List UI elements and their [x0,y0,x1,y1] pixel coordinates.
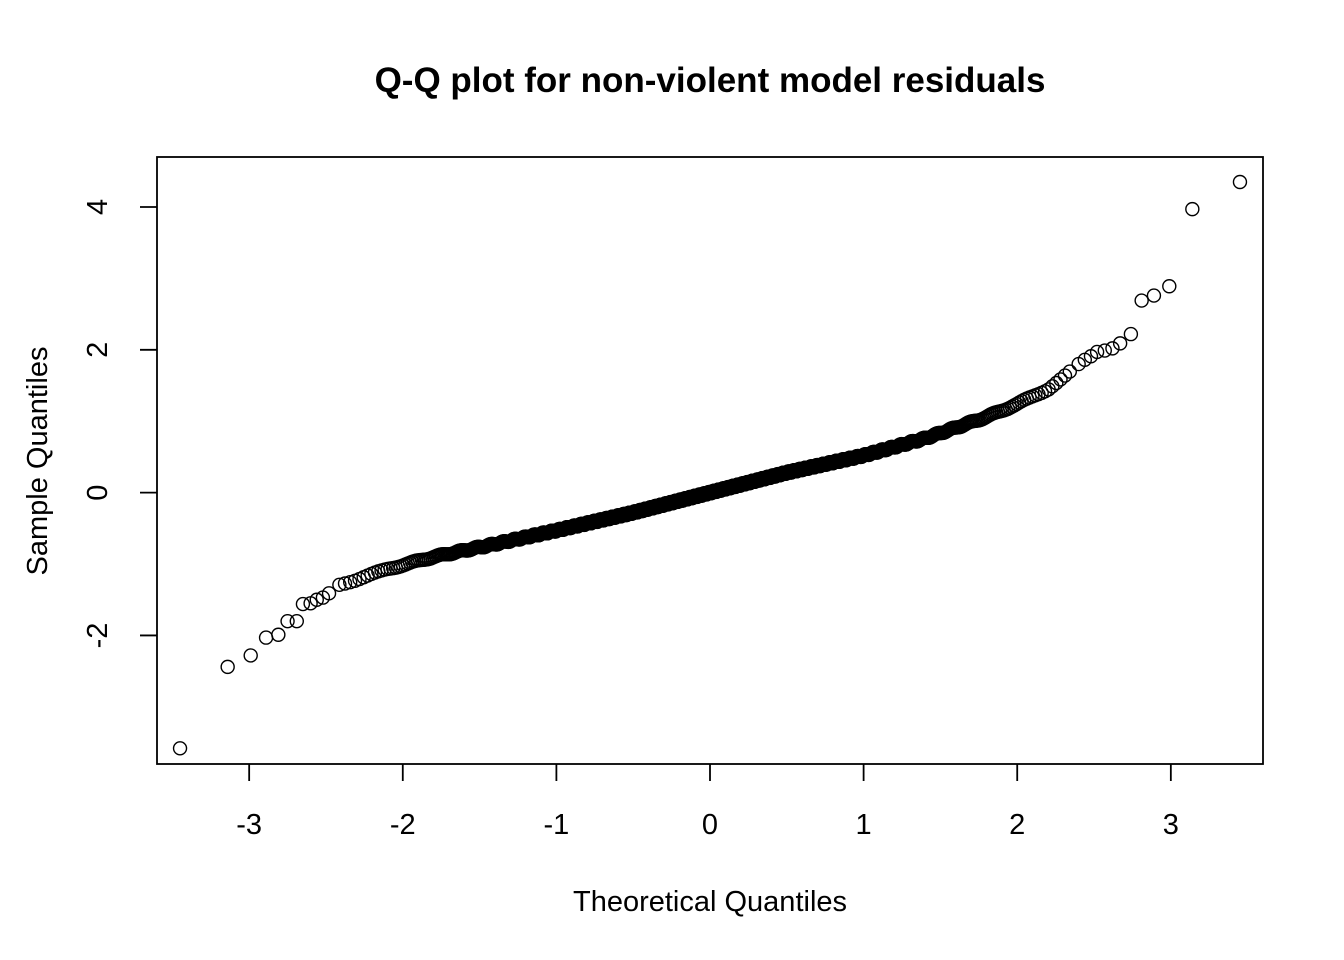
data-point [1037,384,1053,399]
x-tick-label: 0 [702,809,718,841]
x-tick-label: 3 [1163,809,1179,841]
data-point [1123,326,1139,342]
data-point [1162,279,1177,294]
chart-title: Q-Q plot for non-violent model residuals [375,61,1046,100]
x-tick-label: 1 [856,809,872,841]
data-point [280,613,295,629]
x-axis: -3 -2 -1 0 1 2 3 [236,764,1179,841]
data-point [1062,364,1078,379]
x-tick-label: -2 [390,809,416,841]
data-point [337,576,353,591]
data-point [243,648,258,663]
x-tick-label: -1 [543,809,569,841]
y-tick-label: 0 [82,485,114,501]
data-point [1097,343,1112,358]
data-point [1049,375,1064,391]
data-point [1057,368,1073,383]
data-point [1134,293,1149,308]
data-point [321,586,337,601]
y-tick-label: 4 [82,199,114,215]
data-point [1112,336,1128,351]
x-axis-label: Theoretical Quantiles [573,886,847,918]
data-point [295,596,311,612]
data-point [220,659,235,675]
data-point [271,627,286,642]
y-axis-label: Sample Quantiles [22,347,54,576]
data-points [172,174,1248,756]
x-tick-label: 2 [1009,809,1025,841]
data-point [1185,201,1200,217]
data-point [1053,372,1068,387]
x-tick-label: -3 [236,809,262,841]
y-tick-label: 2 [82,342,114,358]
data-point [1045,379,1060,394]
data-point [1105,341,1120,356]
data-point [172,741,188,756]
data-point [1146,288,1162,303]
y-axis: -2 0 2 4 [82,199,157,648]
data-point [1089,344,1105,360]
data-point [309,592,324,607]
data-point [289,613,304,629]
data-point [332,577,347,593]
plot-frame [156,156,1264,765]
y-tick-label: -2 [82,623,114,649]
data-point [258,630,274,645]
data-point [1232,174,1248,190]
